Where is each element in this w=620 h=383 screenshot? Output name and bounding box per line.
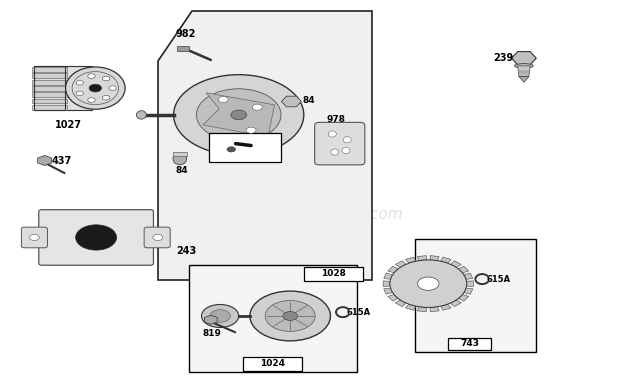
- Polygon shape: [450, 300, 461, 306]
- Circle shape: [417, 277, 439, 290]
- Ellipse shape: [173, 153, 187, 165]
- Polygon shape: [464, 273, 473, 279]
- Bar: [415, 239, 536, 352]
- Circle shape: [76, 91, 84, 96]
- Polygon shape: [177, 46, 189, 51]
- Text: 437: 437: [52, 156, 72, 166]
- Polygon shape: [441, 304, 451, 310]
- Text: 615A: 615A: [347, 308, 370, 317]
- Text: 239: 239: [494, 53, 513, 63]
- Ellipse shape: [174, 75, 304, 155]
- Text: 743: 743: [460, 339, 479, 348]
- Ellipse shape: [250, 291, 330, 341]
- FancyBboxPatch shape: [22, 227, 48, 248]
- Circle shape: [153, 234, 162, 241]
- Polygon shape: [384, 288, 392, 294]
- Text: eReplacementParts.com: eReplacementParts.com: [216, 207, 404, 222]
- Bar: [189, 265, 356, 372]
- Text: 978: 978: [327, 115, 345, 124]
- Circle shape: [89, 84, 102, 92]
- Polygon shape: [388, 266, 398, 273]
- Ellipse shape: [197, 89, 281, 141]
- Bar: [448, 338, 491, 350]
- Circle shape: [88, 98, 95, 102]
- Ellipse shape: [265, 301, 315, 331]
- Polygon shape: [430, 256, 439, 260]
- Text: 615A: 615A: [487, 275, 511, 283]
- Circle shape: [30, 234, 40, 241]
- Text: 819: 819: [203, 329, 221, 339]
- Polygon shape: [158, 11, 372, 280]
- Text: 1027: 1027: [55, 119, 82, 130]
- Circle shape: [246, 127, 256, 133]
- FancyBboxPatch shape: [315, 122, 365, 165]
- Bar: [304, 267, 363, 281]
- Polygon shape: [519, 77, 529, 82]
- Circle shape: [231, 110, 247, 120]
- Polygon shape: [384, 273, 392, 279]
- Polygon shape: [458, 295, 469, 301]
- Ellipse shape: [329, 131, 336, 137]
- Bar: [33, 66, 92, 110]
- Polygon shape: [396, 261, 406, 267]
- Bar: [33, 66, 66, 110]
- Text: 243: 243: [176, 246, 197, 256]
- Text: 1032: 1032: [232, 154, 257, 162]
- Bar: [32, 80, 67, 85]
- Circle shape: [102, 95, 110, 100]
- Polygon shape: [464, 288, 473, 294]
- Polygon shape: [518, 66, 530, 77]
- Circle shape: [102, 76, 110, 81]
- Polygon shape: [466, 281, 474, 286]
- Polygon shape: [388, 295, 398, 301]
- Ellipse shape: [342, 147, 350, 154]
- Circle shape: [88, 74, 95, 79]
- Circle shape: [76, 80, 84, 85]
- Text: 1024: 1024: [260, 359, 285, 368]
- Ellipse shape: [343, 137, 351, 143]
- Bar: [32, 74, 67, 78]
- Text: 1028: 1028: [321, 269, 346, 278]
- Ellipse shape: [331, 149, 339, 155]
- FancyBboxPatch shape: [144, 227, 170, 248]
- Circle shape: [252, 104, 262, 110]
- Text: 84: 84: [303, 96, 315, 105]
- Ellipse shape: [136, 111, 146, 119]
- Circle shape: [76, 225, 117, 250]
- Circle shape: [109, 86, 117, 90]
- Bar: [32, 98, 67, 103]
- Text: 982: 982: [176, 29, 196, 39]
- Circle shape: [227, 147, 236, 152]
- Ellipse shape: [202, 304, 239, 327]
- Polygon shape: [383, 281, 390, 286]
- Polygon shape: [405, 304, 416, 310]
- Ellipse shape: [515, 64, 533, 68]
- FancyBboxPatch shape: [38, 210, 153, 265]
- Bar: [32, 92, 67, 97]
- Polygon shape: [458, 266, 469, 273]
- Bar: [32, 67, 67, 72]
- Circle shape: [218, 97, 228, 103]
- Polygon shape: [441, 257, 451, 263]
- Polygon shape: [417, 256, 427, 260]
- Polygon shape: [430, 307, 439, 312]
- Bar: [173, 152, 187, 156]
- Polygon shape: [396, 300, 406, 306]
- Text: 84: 84: [175, 166, 188, 175]
- Ellipse shape: [66, 67, 125, 109]
- Bar: [32, 86, 67, 91]
- Polygon shape: [450, 261, 461, 267]
- Bar: [210, 133, 280, 162]
- Bar: [32, 105, 67, 110]
- Polygon shape: [203, 93, 275, 137]
- Polygon shape: [417, 307, 427, 312]
- Bar: [243, 357, 302, 371]
- Ellipse shape: [390, 260, 467, 308]
- Polygon shape: [405, 257, 416, 263]
- Ellipse shape: [210, 309, 231, 322]
- Circle shape: [283, 311, 298, 321]
